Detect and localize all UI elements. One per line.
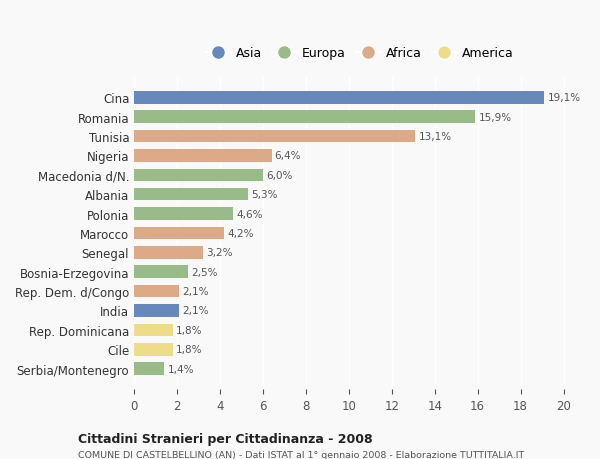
Text: 2,1%: 2,1% [182, 286, 209, 297]
Legend: Asia, Europa, Africa, America: Asia, Europa, Africa, America [202, 43, 517, 64]
Bar [134, 266, 188, 279]
Text: 3,2%: 3,2% [206, 248, 233, 258]
Bar [134, 363, 164, 375]
Text: 4,6%: 4,6% [236, 209, 263, 219]
Bar [134, 169, 263, 182]
Bar [134, 150, 272, 162]
Bar [134, 343, 173, 356]
Text: 1,8%: 1,8% [176, 344, 202, 354]
Text: 4,2%: 4,2% [227, 229, 254, 238]
Bar [134, 208, 233, 220]
Bar [134, 189, 248, 201]
Text: 5,3%: 5,3% [251, 190, 278, 200]
Bar [134, 324, 173, 336]
Text: 19,1%: 19,1% [547, 93, 581, 103]
Text: 1,8%: 1,8% [176, 325, 202, 335]
Text: 1,4%: 1,4% [167, 364, 194, 374]
Bar [134, 227, 224, 240]
Text: 13,1%: 13,1% [419, 132, 452, 142]
Bar [134, 304, 179, 317]
Text: 6,4%: 6,4% [275, 151, 301, 161]
Text: 6,0%: 6,0% [266, 170, 293, 180]
Bar [134, 130, 415, 143]
Text: Cittadini Stranieri per Cittadinanza - 2008: Cittadini Stranieri per Cittadinanza - 2… [78, 432, 373, 445]
Text: 15,9%: 15,9% [479, 112, 512, 123]
Text: 2,1%: 2,1% [182, 306, 209, 316]
Bar [134, 92, 544, 104]
Text: 2,5%: 2,5% [191, 267, 218, 277]
Bar [134, 246, 203, 259]
Bar [134, 285, 179, 298]
Bar [134, 111, 475, 123]
Text: COMUNE DI CASTELBELLINO (AN) - Dati ISTAT al 1° gennaio 2008 - Elaborazione TUTT: COMUNE DI CASTELBELLINO (AN) - Dati ISTA… [78, 450, 524, 459]
